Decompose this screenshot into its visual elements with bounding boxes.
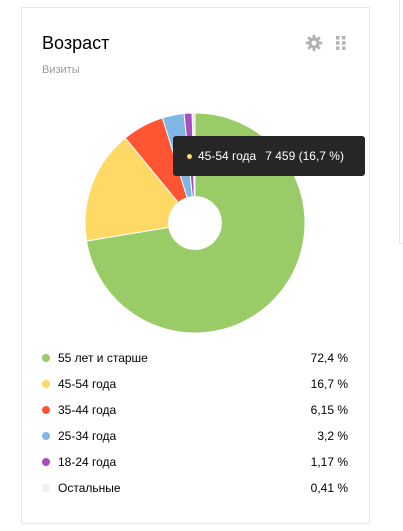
age-widget: Возраст Визиты (21, 7, 370, 524)
drag-handle-icon (336, 36, 346, 50)
legend-label: 25-34 года (58, 429, 117, 443)
legend-label: 45-54 года (58, 377, 117, 391)
legend-color-dot (42, 354, 50, 362)
legend-item-25-34[interactable]: 25-34 года 3,2 % (42, 423, 348, 449)
legend-color-dot (42, 458, 50, 466)
tooltip-label: 45-54 года (198, 149, 257, 163)
chart-legend: 55 лет и старше 72,4 % 45-54 года 16,7 %… (42, 345, 348, 501)
adjacent-widget-edge (399, 0, 403, 244)
legend-label: 55 лет и старше (58, 351, 148, 365)
legend-item-55-plus[interactable]: 55 лет и старше 72,4 % (42, 345, 348, 371)
legend-label: Остальные (58, 481, 121, 495)
legend-label: 35-44 года (58, 403, 117, 417)
legend-label: 18-24 года (58, 455, 117, 469)
pie-slice[interactable] (84, 137, 179, 242)
legend-value: 6,15 % (310, 403, 348, 417)
gear-icon (305, 34, 323, 52)
legend-value: 72,4 % (310, 351, 348, 365)
widget-title: Возраст (42, 33, 110, 53)
legend-item-18-24[interactable]: 18-24 года 1,17 % (42, 449, 348, 475)
tooltip-color-dot (187, 153, 192, 159)
legend-color-dot (42, 484, 50, 492)
legend-value: 1,17 % (310, 455, 348, 469)
settings-button[interactable] (305, 34, 323, 52)
legend-color-dot (42, 380, 50, 388)
legend-item-45-54[interactable]: 45-54 года 16,7 % (42, 371, 348, 397)
chart-tooltip: 45-54 года 7 459 (16,7 %) (173, 136, 365, 176)
legend-item-other[interactable]: Остальные 0,41 % (42, 475, 348, 501)
drag-handle-button[interactable] (332, 34, 350, 52)
legend-color-dot (42, 432, 50, 440)
legend-value: 3,2 % (317, 429, 348, 443)
legend-color-dot (42, 406, 50, 414)
legend-value: 0,41 % (310, 481, 348, 495)
tooltip-value: 7 459 (16,7 %) (265, 149, 344, 163)
legend-value: 16,7 % (310, 377, 348, 391)
legend-item-35-44[interactable]: 35-44 года 6,15 % (42, 397, 348, 423)
widget-subtitle: Визиты (42, 64, 80, 76)
widget-toolbar (305, 34, 350, 52)
